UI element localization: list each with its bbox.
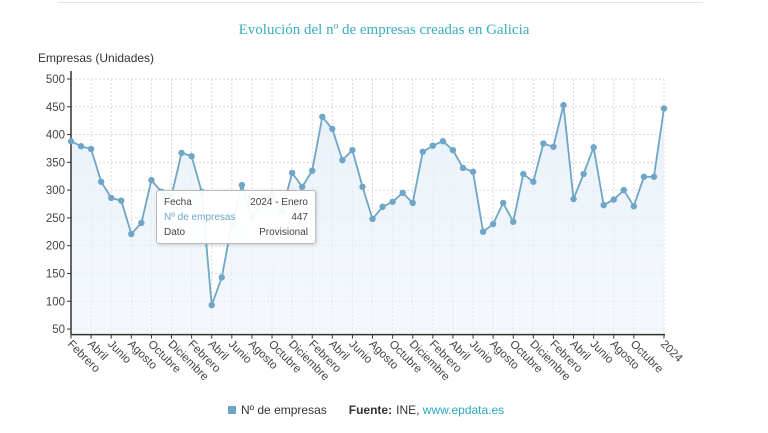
data-point bbox=[489, 220, 497, 228]
data-point bbox=[118, 197, 125, 204]
data-point bbox=[298, 183, 306, 190]
data-point bbox=[178, 149, 185, 157]
data-point bbox=[97, 178, 105, 185]
legend-swatch-icon[interactable] bbox=[228, 406, 236, 414]
data-point bbox=[530, 178, 537, 185]
data-point bbox=[188, 153, 195, 160]
data-point bbox=[510, 218, 517, 226]
y-tick-label: 450 bbox=[46, 102, 65, 114]
x-tick-label: 2024 bbox=[658, 338, 685, 365]
legend-item[interactable]: Nº de empresas bbox=[241, 403, 327, 417]
tooltip-row-date: Fecha 2024 - Enero bbox=[157, 195, 315, 210]
data-point bbox=[128, 230, 135, 238]
data-point bbox=[459, 164, 467, 172]
data-point bbox=[439, 138, 447, 145]
source-label: Fuente: bbox=[348, 403, 393, 417]
y-tick-label: 350 bbox=[46, 157, 65, 169]
data-point bbox=[77, 143, 85, 150]
data-point bbox=[640, 173, 648, 180]
tooltip-label: Dato bbox=[164, 227, 186, 238]
data-point bbox=[660, 105, 668, 112]
y-tick-label: 300 bbox=[46, 185, 65, 197]
tooltip-label: Nº de empresas bbox=[164, 212, 236, 223]
y-tick-label: 100 bbox=[46, 296, 65, 308]
data-point bbox=[369, 215, 376, 223]
y-tick-label: 400 bbox=[46, 130, 65, 142]
data-point bbox=[87, 145, 95, 153]
data-point bbox=[540, 140, 547, 147]
data-point bbox=[138, 219, 145, 227]
tooltip-label: Fecha bbox=[164, 197, 192, 208]
data-point bbox=[399, 189, 406, 197]
data-point bbox=[409, 199, 416, 207]
data-point bbox=[479, 228, 487, 236]
data-point bbox=[108, 194, 115, 202]
data-point bbox=[359, 183, 366, 190]
chart-title: Evolución del nº de empresas creadas en … bbox=[238, 22, 530, 38]
y-tick-label: 150 bbox=[46, 268, 65, 280]
data-point bbox=[630, 203, 638, 210]
data-point bbox=[590, 144, 597, 151]
data-point bbox=[288, 169, 296, 177]
data-point bbox=[560, 101, 567, 109]
y-axis-label: Empresas (Unidades) bbox=[38, 51, 155, 65]
tooltip-value: 2024 - Enero bbox=[250, 197, 308, 208]
legend: Nº de empresas Fuente: INE, www.epdata.e… bbox=[228, 403, 504, 417]
top-divider bbox=[58, 0, 703, 3]
source-link[interactable]: www.epdata.es bbox=[422, 403, 505, 417]
data-point bbox=[449, 146, 457, 154]
data-point bbox=[429, 142, 437, 149]
y-tick-label: 200 bbox=[46, 241, 65, 253]
tooltip-row-status: Dato Provisional bbox=[157, 225, 315, 240]
data-point bbox=[650, 173, 658, 180]
tooltip: Fecha 2024 - Enero Nº de empresas 447 Dato… bbox=[156, 190, 316, 244]
tooltip-value: Provisional bbox=[259, 227, 308, 238]
data-point bbox=[67, 138, 75, 145]
data-point bbox=[309, 167, 316, 174]
data-point bbox=[600, 201, 607, 209]
source-text: INE, bbox=[396, 403, 420, 417]
data-point bbox=[148, 176, 155, 184]
series-area bbox=[71, 105, 664, 335]
y-tick-label: 250 bbox=[46, 213, 65, 225]
y-tick-label: 50 bbox=[52, 324, 65, 336]
data-point bbox=[238, 181, 246, 189]
data-point bbox=[570, 195, 577, 203]
tooltip-row-count: Nº de empresas 447 bbox=[157, 210, 315, 225]
data-point bbox=[620, 186, 627, 194]
data-point bbox=[208, 301, 215, 309]
data-point bbox=[580, 170, 587, 178]
data-point bbox=[499, 199, 507, 207]
data-point bbox=[319, 113, 326, 120]
data-point bbox=[329, 125, 336, 133]
data-point bbox=[379, 203, 386, 210]
data-point bbox=[339, 156, 346, 164]
data-point bbox=[349, 146, 356, 154]
tooltip-value: 447 bbox=[291, 212, 308, 223]
data-point bbox=[218, 274, 225, 281]
data-point bbox=[469, 168, 477, 175]
data-point bbox=[419, 148, 426, 155]
data-point bbox=[550, 143, 557, 150]
data-point bbox=[520, 170, 527, 178]
y-tick-label: 500 bbox=[46, 74, 65, 86]
data-point bbox=[610, 196, 617, 203]
data-point bbox=[389, 198, 396, 205]
